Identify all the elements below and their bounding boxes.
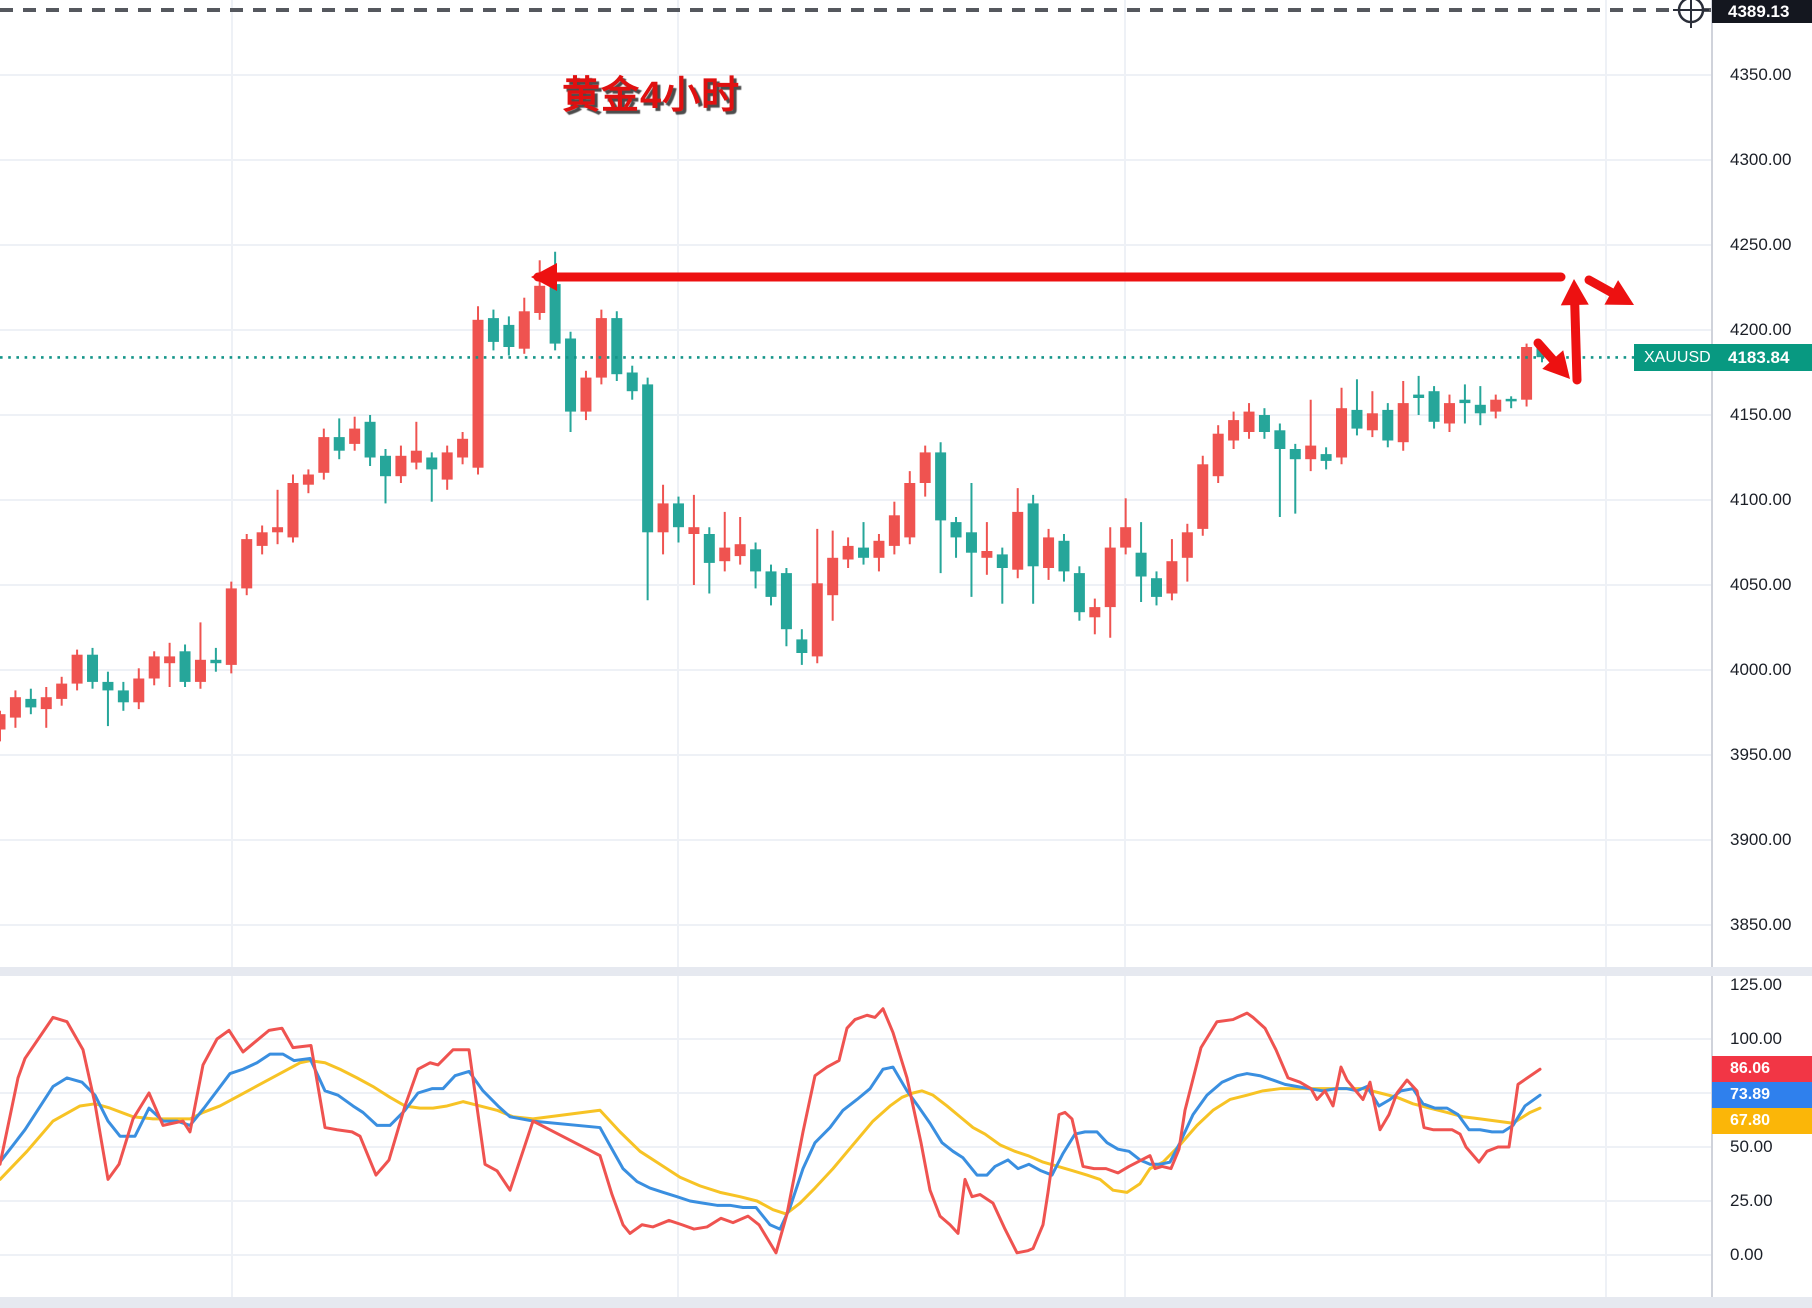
symbol-name: XAUUSD xyxy=(1634,344,1712,371)
arrow-head xyxy=(1542,350,1570,379)
price-tick: 3900.00 xyxy=(1730,830,1792,849)
price-tick: 4200.00 xyxy=(1730,320,1792,339)
indicator-value-badge: 73.89 xyxy=(1712,1082,1812,1109)
arrow-shaft xyxy=(1533,338,1558,365)
arrow-shaft xyxy=(1570,300,1582,385)
price-tick: 4350.00 xyxy=(1730,65,1792,84)
crosshair-price-label: 4389.13 xyxy=(1712,0,1812,23)
bottom-strip xyxy=(0,1297,1812,1308)
price-tick: 4100.00 xyxy=(1730,490,1792,509)
price-tick: 3850.00 xyxy=(1730,915,1792,934)
price-tick: 4000.00 xyxy=(1730,660,1792,679)
pane-divider[interactable] xyxy=(0,967,1812,976)
chart-title-text-drawing[interactable]: 黄金4小时 xyxy=(562,75,741,117)
last-price-label: XAUUSD 4183.84 xyxy=(1634,344,1812,371)
arrow-head xyxy=(1604,280,1634,305)
kdj-line-fast_red xyxy=(0,1007,1542,1255)
annotation-drawing[interactable] xyxy=(531,263,1634,385)
price-tick: 4250.00 xyxy=(1730,235,1792,254)
crosshair-icon xyxy=(1673,0,1709,28)
indicator-value-badge: 86.06 xyxy=(1712,1056,1812,1083)
price-tick: 4300.00 xyxy=(1730,150,1792,169)
indicator-tick: 100.00 xyxy=(1730,1029,1782,1048)
candlestick-series xyxy=(0,251,1548,742)
indicator-value-badge: 67.80 xyxy=(1712,1108,1812,1135)
kdj-line-mid_blue xyxy=(0,1052,1542,1231)
arrow-shaft xyxy=(1584,275,1616,297)
arrow-head xyxy=(1560,279,1589,306)
symbol-last-price: 4183.84 xyxy=(1712,344,1812,371)
indicator-tick: 125.00 xyxy=(1730,975,1782,994)
indicator-tick: 0.00 xyxy=(1730,1245,1764,1264)
price-tick: 4150.00 xyxy=(1730,405,1792,424)
price-tick: 4050.00 xyxy=(1730,575,1792,594)
arrow-head xyxy=(531,263,557,291)
grid-lines xyxy=(0,0,1712,1297)
kdj-line-slow_yellow xyxy=(0,1059,1542,1216)
kdj-indicator-lines xyxy=(0,1007,1542,1255)
indicator-tick: 25.00 xyxy=(1730,1191,1773,1210)
price-tick: 3950.00 xyxy=(1730,745,1792,764)
indicator-tick: 50.00 xyxy=(1730,1137,1773,1156)
